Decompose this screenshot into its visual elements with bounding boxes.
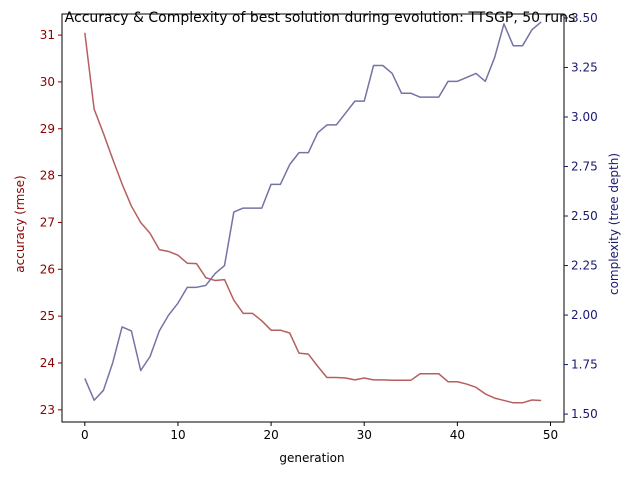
right-y-tick-label: 2.00 (571, 308, 598, 322)
plot-area: 0 10 20 30 40 50 23 24 25 26 27 28 29 30 31 1.50 1.75 2.0… (40, 11, 598, 442)
x-tick-label: 10 (170, 428, 185, 442)
right-y-tick-label: 1.75 (571, 358, 598, 372)
x-tick-label: 40 (450, 428, 465, 442)
left-y-tick-label: 23 (40, 403, 55, 417)
left-y-tick-label: 26 (40, 262, 55, 276)
right-y-tick-label: 2.25 (571, 259, 598, 273)
left-y-tick-label: 30 (40, 75, 55, 89)
accuracy-series-line (84, 32, 542, 404)
right-y-tick-label: 3.50 (571, 11, 598, 25)
x-tick-label: 50 (543, 428, 558, 442)
chart-title: Accuracy & Complexity of best solution d… (65, 10, 576, 26)
x-axis-label: generation (279, 451, 344, 465)
left-y-tick-label: 29 (40, 122, 55, 136)
x-tick-label: 30 (357, 428, 372, 442)
left-y-tick-label: 28 (40, 169, 55, 183)
x-tick-label: 20 (263, 428, 278, 442)
left-y-tick-label: 31 (40, 28, 55, 42)
x-tick-label: 0 (81, 428, 89, 442)
left-axis-label: accuracy (rmse) (13, 175, 27, 272)
complexity-series-line (84, 21, 542, 401)
plot-frame (61, 13, 565, 423)
left-y-tick-label: 25 (40, 309, 55, 323)
right-y-tick-label: 2.50 (571, 209, 598, 223)
left-y-tick-label: 27 (40, 215, 55, 229)
right-y-tick-label: 1.50 (571, 407, 598, 421)
right-y-tick-label: 2.75 (571, 160, 598, 174)
right-y-tick-label: 3.25 (571, 60, 598, 74)
right-y-tick-label: 3.00 (571, 110, 598, 124)
right-axis-label: complexity (tree depth) (607, 153, 621, 295)
left-y-tick-label: 24 (40, 356, 55, 370)
